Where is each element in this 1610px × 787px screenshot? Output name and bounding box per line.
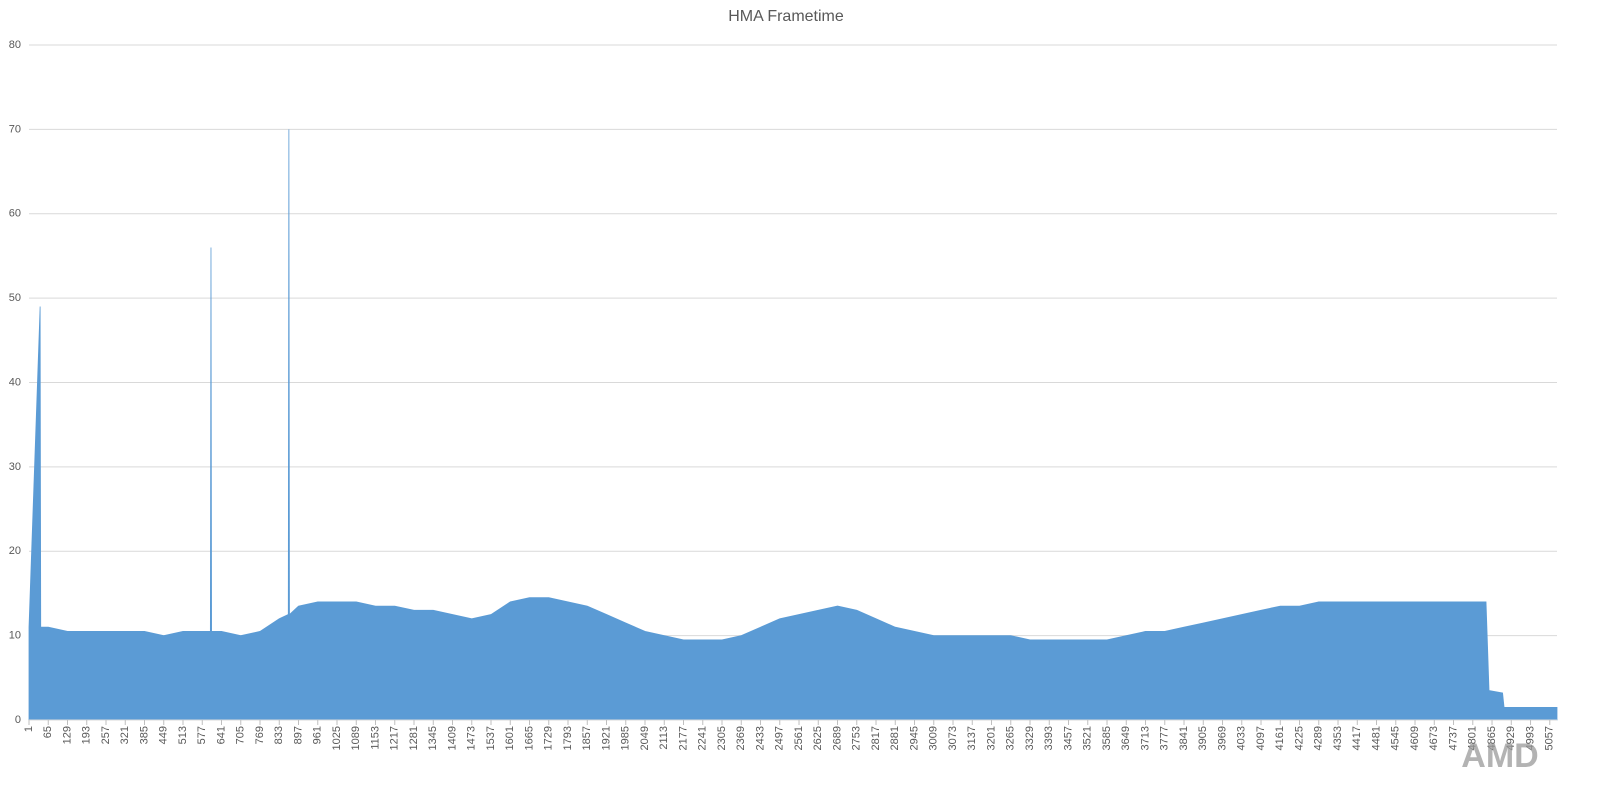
x-tick-label: 3521 (1082, 726, 1094, 750)
x-tick-label: 3649 (1120, 726, 1132, 750)
x-tick-label: 897 (292, 726, 304, 744)
x-tick-label: 1025 (331, 726, 343, 750)
x-tick-label: 1345 (427, 726, 439, 750)
x-tick-label: 4225 (1293, 726, 1305, 750)
x-tick-label: 4481 (1370, 726, 1382, 750)
x-tick-label: 577 (196, 726, 208, 744)
y-tick-label: 20 (9, 545, 21, 557)
watermark: AMD (1461, 737, 1538, 775)
x-tick-label: 2689 (831, 726, 843, 750)
x-tick-label: 4929 (1505, 726, 1517, 750)
x-tick-label: 2369 (735, 726, 747, 750)
x-tick-label: 321 (119, 726, 131, 744)
x-tick-label: 1921 (600, 726, 612, 750)
x-tick-label: 193 (81, 726, 93, 744)
x-tick-label: 2817 (870, 726, 882, 750)
x-tick-label: 449 (158, 726, 170, 744)
x-tick-label: 2561 (793, 726, 805, 750)
x-tick-label: 2113 (658, 726, 670, 750)
x-tick-label: 3841 (1178, 726, 1190, 750)
x-tick-label: 2177 (677, 726, 689, 750)
x-tick-label: 3329 (1024, 726, 1036, 750)
x-tick-label: 833 (273, 726, 285, 744)
y-tick-label: 50 (9, 292, 21, 304)
x-tick-label: 65 (42, 726, 54, 738)
x-tick-label: 1729 (543, 726, 555, 750)
x-tick-label: 2881 (889, 726, 901, 750)
x-tick-label: 3457 (1062, 726, 1074, 750)
x-tick-label: 769 (254, 726, 266, 744)
x-tick-label: 4737 (1447, 726, 1459, 750)
x-tick-label: 3265 (1005, 726, 1017, 750)
x-tick-label: 4865 (1486, 726, 1498, 750)
y-tick-label: 30 (9, 461, 21, 473)
x-tick-label: 1217 (389, 726, 401, 750)
x-tick-label: 1153 (369, 726, 381, 750)
x-tick-label: 513 (177, 726, 189, 744)
x-tick-label: 4289 (1313, 726, 1325, 750)
x-tick-label: 961 (312, 726, 324, 744)
x-tick-label: 1985 (620, 726, 632, 750)
x-tick-label: 3137 (966, 726, 978, 750)
x-tick-label: 2753 (851, 726, 863, 750)
x-tick-label: 3393 (1043, 726, 1055, 750)
x-tick-label: 4353 (1332, 726, 1344, 750)
x-tick-label: 4097 (1255, 726, 1267, 750)
x-tick-label: 4673 (1428, 726, 1440, 750)
area (28, 129, 1558, 721)
x-tick-label: 3201 (985, 726, 997, 750)
x-tick-label: 1601 (504, 726, 516, 750)
x-tick-label: 3073 (947, 726, 959, 750)
y-tick-label: 10 (9, 630, 21, 642)
x-tick-label: 1665 (523, 726, 535, 750)
y-tick-label: 60 (9, 208, 21, 220)
x-tick-label: 1793 (562, 726, 574, 750)
x-tick-label: 1857 (581, 726, 593, 750)
x-tick-label: 3009 (928, 726, 940, 750)
x-tick-label: 4993 (1524, 726, 1536, 750)
x-tick-label: 2497 (774, 726, 786, 750)
x-tick-label: 4033 (1236, 726, 1248, 750)
x-tick-label: 1537 (485, 726, 497, 750)
x-tick-label: 3585 (1101, 726, 1113, 750)
y-tick-label: 0 (15, 714, 21, 726)
x-tick-label: 1 (23, 726, 35, 732)
x-tick-label: 5057 (1544, 726, 1556, 750)
y-tick-label: 70 (9, 123, 21, 135)
x-tick-label: 4417 (1351, 726, 1363, 750)
x-tick-label: 129 (61, 726, 73, 744)
x-tick-label: 2241 (697, 726, 709, 750)
x-tick-label: 257 (100, 726, 112, 744)
x-tick-label: 3905 (1197, 726, 1209, 750)
x-tick-label: 4545 (1390, 726, 1402, 750)
x-tick-label: 1473 (466, 726, 478, 750)
y-tick-label: 40 (9, 376, 21, 388)
x-tick-label: 1281 (408, 726, 420, 750)
x-tick-label: 1409 (446, 726, 458, 750)
x-tick-label: 2945 (908, 726, 920, 750)
x-tick-label: 4801 (1467, 726, 1479, 750)
x-tick-label: 4161 (1274, 726, 1286, 750)
x-tick-label: 2433 (754, 726, 766, 750)
x-tick-label: 2049 (639, 726, 651, 750)
x-tick-label: 641 (215, 726, 227, 744)
x-tick-label: 2305 (716, 726, 728, 750)
x-tick-label: 3777 (1159, 726, 1171, 750)
y-tick-label: 80 (9, 39, 21, 51)
x-tick-label: 3713 (1139, 726, 1151, 750)
x-tick-label: 2625 (812, 726, 824, 750)
x-tick-label: 705 (235, 726, 247, 744)
x-tick-label: 4609 (1409, 726, 1421, 750)
x-tick-label: 3969 (1216, 726, 1228, 750)
x-tick-label: 385 (138, 726, 150, 744)
chart-title: HMA Frametime (728, 8, 844, 25)
x-tick-label: 1089 (350, 726, 362, 750)
